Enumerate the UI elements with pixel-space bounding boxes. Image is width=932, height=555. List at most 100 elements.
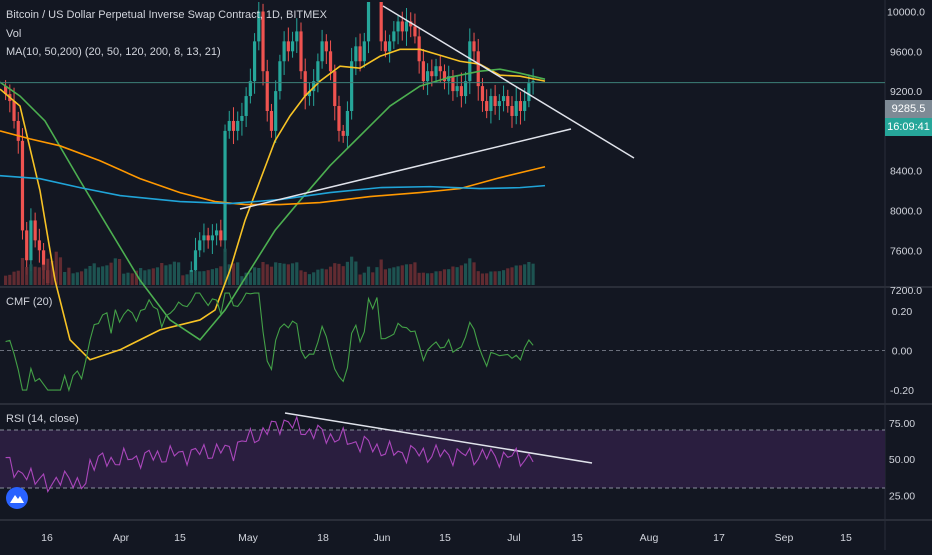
candle-body <box>29 220 33 261</box>
volume-bar <box>92 263 96 285</box>
volume-bar <box>286 264 290 285</box>
candle-body <box>210 235 214 241</box>
volume-bar <box>33 266 37 285</box>
candle-body <box>421 61 425 82</box>
candle-body <box>413 26 417 37</box>
volume-bar <box>71 273 75 285</box>
time-tick-label: Jun <box>374 532 391 544</box>
volume-bar <box>518 265 523 285</box>
volume-bar <box>324 269 328 285</box>
volume-bar <box>20 258 25 285</box>
candle-body <box>20 140 25 231</box>
rsi-tick-label: 25.00 <box>889 490 915 502</box>
volume-bar <box>202 271 206 285</box>
volume-bar <box>404 264 409 285</box>
volume-bar <box>210 269 214 285</box>
volume-bar <box>134 270 139 285</box>
volume-bar <box>155 267 160 285</box>
rsi-tick-label: 50.00 <box>889 454 915 466</box>
candle-body <box>248 81 252 97</box>
volume-bar <box>8 274 12 285</box>
candle-body <box>257 11 261 42</box>
volume-bar <box>164 265 168 285</box>
time-tick-label: Jul <box>507 532 520 544</box>
volume-bar <box>438 271 442 285</box>
volume-bar <box>303 271 307 285</box>
candle-body <box>227 120 231 131</box>
volume-bar <box>341 266 345 285</box>
candle-body <box>16 120 20 141</box>
candle-body <box>206 235 210 241</box>
candle-body <box>493 96 497 107</box>
price-tick-label: 9200.0 <box>890 86 922 98</box>
candle-body <box>303 71 307 97</box>
volume-bar <box>489 271 493 285</box>
rsi-tick-label: 75.00 <box>889 418 915 430</box>
volume-bar <box>442 269 447 285</box>
volume-bar <box>168 264 172 285</box>
candle-body <box>468 41 472 82</box>
candle-body <box>430 71 434 77</box>
volume-bar <box>84 268 88 285</box>
candle-body <box>215 230 219 236</box>
volume-bar <box>206 270 210 285</box>
candle-body <box>236 120 240 131</box>
tradingview-logo[interactable] <box>6 487 28 509</box>
ma-120-line <box>0 130 546 206</box>
volume-bar <box>354 261 358 285</box>
volume-bar <box>430 273 434 285</box>
cmf-tick-label: 0.00 <box>892 346 913 358</box>
volume-bar <box>139 268 143 285</box>
candle-body <box>25 230 29 261</box>
candle-body <box>459 86 463 97</box>
candle-body <box>202 235 206 241</box>
candle-body <box>240 115 244 121</box>
volume-bar <box>4 275 8 285</box>
volume-bar <box>143 270 147 285</box>
volume-bar <box>231 263 236 285</box>
volume-bar <box>25 267 29 285</box>
volume-bar <box>16 270 20 285</box>
volume-bar <box>269 266 274 285</box>
volume-bar <box>177 262 181 285</box>
volume-bar <box>328 266 333 285</box>
candle-body <box>426 71 430 82</box>
volume-bar <box>493 271 497 285</box>
chart-title: Bitcoin / US Dollar Perpetual Inverse Sw… <box>6 9 327 21</box>
time-tick-label: 15 <box>439 532 451 544</box>
candle-body <box>265 71 269 111</box>
candle-body <box>463 81 468 97</box>
volume-bar <box>130 273 134 285</box>
candle-body <box>455 86 459 92</box>
logo-icon <box>10 495 24 503</box>
volume-bar <box>101 266 105 285</box>
time-tick-label: 15 <box>571 532 583 544</box>
volume-bar <box>497 271 501 285</box>
candle-body <box>269 111 274 131</box>
ma-200-line <box>0 174 546 205</box>
candle-body <box>510 106 514 116</box>
volume-bar <box>79 271 84 285</box>
candle-body <box>354 46 358 62</box>
volume-bar <box>316 269 320 285</box>
volume-bar <box>58 257 63 285</box>
candle-body <box>518 101 523 111</box>
volume-bar <box>113 258 117 285</box>
volume-bar <box>400 265 404 285</box>
cmf-tick-label: -0.20 <box>890 385 914 397</box>
time-tick-label: 15 <box>174 532 186 544</box>
candle-body <box>295 31 299 42</box>
candle-body <box>193 250 198 271</box>
candle-body <box>316 61 320 82</box>
candle-body <box>350 61 354 111</box>
candle-body <box>451 76 455 92</box>
time-tick-label: Apr <box>113 532 130 544</box>
candle-body <box>261 11 265 72</box>
volume-bar <box>244 272 248 285</box>
candle-body <box>12 101 16 121</box>
ma-20-line <box>0 48 546 361</box>
volume-bar <box>333 263 337 285</box>
volume-bar <box>527 262 531 285</box>
volume-bar <box>278 263 282 285</box>
